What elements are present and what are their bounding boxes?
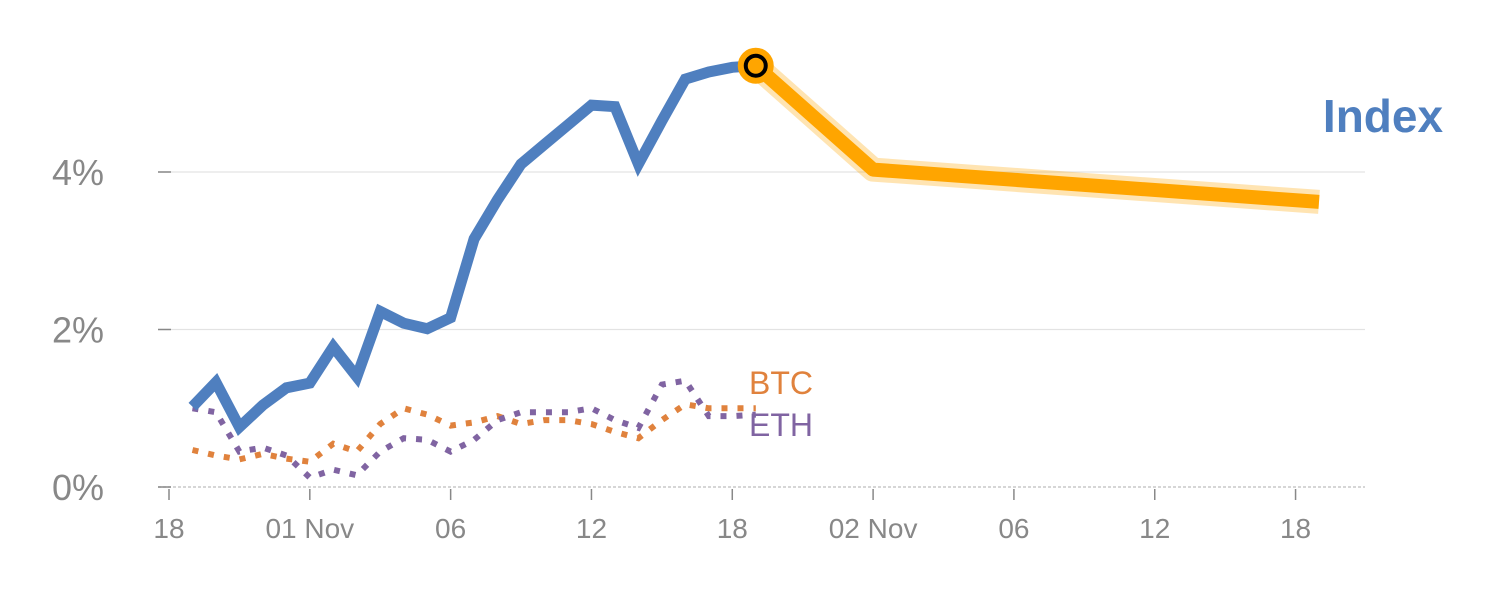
index-forecast-line: [756, 66, 1319, 202]
x-tick-label: 12: [576, 513, 607, 544]
x-tick-label: 12: [1139, 513, 1170, 544]
btc-label: BTC: [749, 365, 813, 401]
y-tick-label: 4%: [52, 152, 104, 193]
btc-line: [193, 404, 756, 462]
eth-label: ETH: [749, 407, 813, 443]
x-tick-label: 18: [717, 513, 748, 544]
y-tick-label: 0%: [52, 467, 104, 508]
x-tick-label: 18: [1280, 513, 1311, 544]
x-tick-label: 02 Nov: [829, 513, 918, 544]
x-tick-label: 06: [435, 513, 466, 544]
y-tick-label: 2%: [52, 310, 104, 351]
x-tick-label: 06: [998, 513, 1029, 544]
index-line: [193, 66, 756, 427]
y-axis: 0% 2% 4%: [52, 152, 171, 508]
highlight-marker-ring: [746, 56, 766, 76]
x-tick-label: 01 Nov: [265, 513, 354, 544]
x-axis: 18 01 Nov 06 12 18 02 Nov 06 12 18: [153, 489, 1311, 544]
x-tick-label: 18: [153, 513, 184, 544]
index-label: Index: [1323, 90, 1444, 142]
